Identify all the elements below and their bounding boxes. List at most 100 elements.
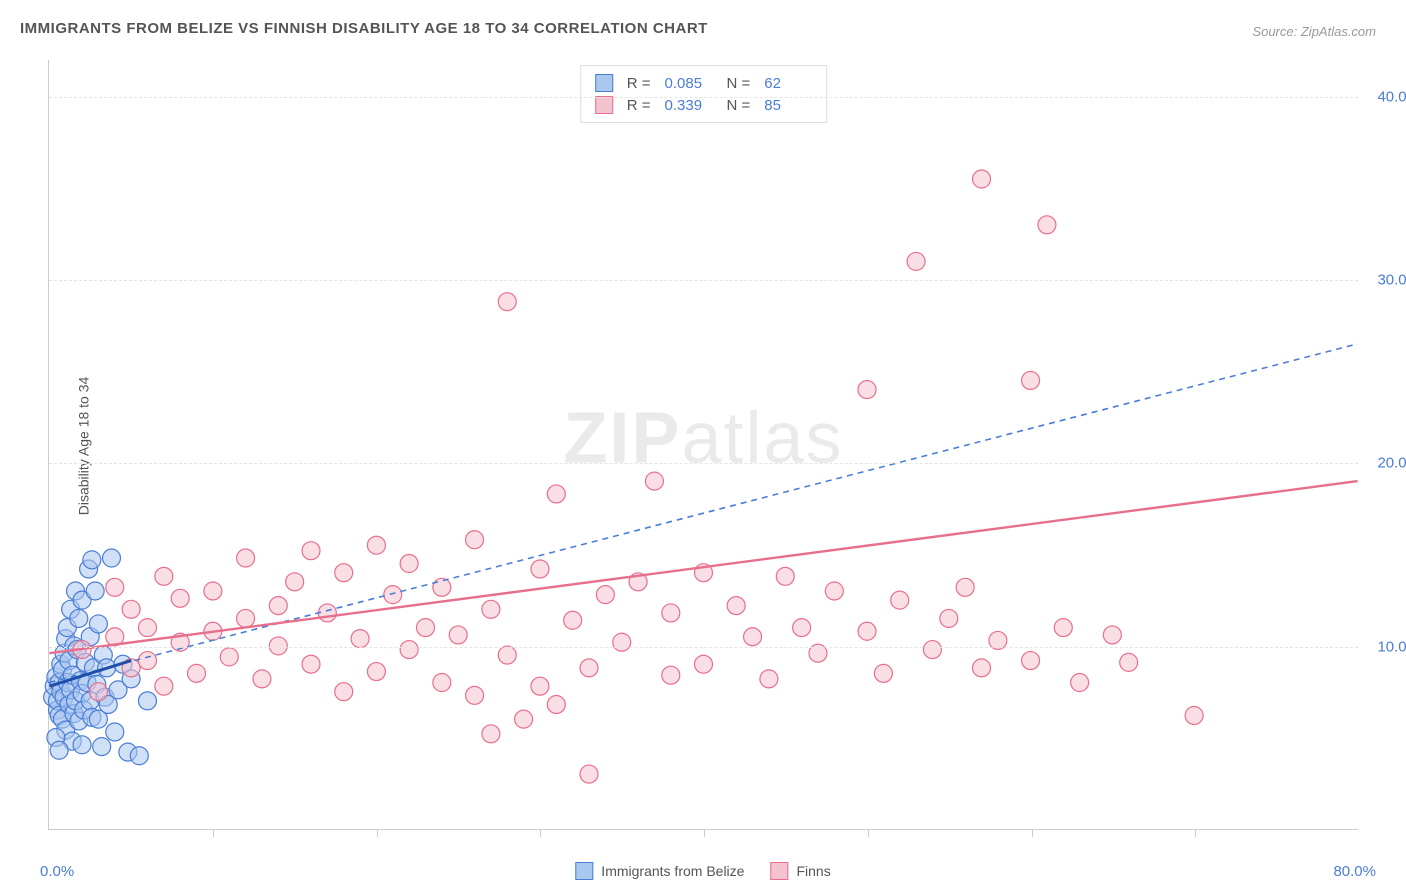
data-point [155,567,173,585]
data-point [776,567,794,585]
correlation-chart: IMMIGRANTS FROM BELIZE VS FINNISH DISABI… [0,0,1406,892]
grid-line [49,280,1358,281]
data-point [89,615,107,633]
data-point [973,170,991,188]
x-tick [1032,829,1033,837]
source-name: ZipAtlas.com [1301,24,1376,39]
data-point [547,696,565,714]
scatter-svg [49,60,1358,829]
x-tick [1195,829,1196,837]
trend-line [49,344,1357,683]
data-point [335,564,353,582]
data-point [138,652,156,670]
data-point [237,549,255,567]
data-point [86,582,104,600]
data-point [449,626,467,644]
data-point [662,666,680,684]
data-point [1120,653,1138,671]
data-point [302,655,320,673]
data-point [482,600,500,618]
data-point [73,736,91,754]
data-point [416,619,434,637]
data-point [564,611,582,629]
data-point [384,586,402,604]
x-axis-max-label: 80.0% [1333,863,1376,880]
data-point [760,670,778,688]
data-point [106,723,124,741]
data-point [858,622,876,640]
data-point [874,664,892,682]
data-point [367,663,385,681]
data-point [103,549,121,567]
chart-title: IMMIGRANTS FROM BELIZE VS FINNISH DISABI… [20,20,708,37]
data-point [269,597,287,615]
data-point [50,741,68,759]
legend-swatch-icon [770,862,788,880]
data-point [286,573,304,591]
data-point [171,589,189,607]
data-point [498,646,516,664]
data-point [580,659,598,677]
data-point [433,578,451,596]
legend-swatch-icon [575,862,593,880]
data-point [351,630,369,648]
data-point [204,582,222,600]
data-point [138,692,156,710]
y-tick-label: 30.0% [1377,272,1406,289]
data-point [466,686,484,704]
x-tick [540,829,541,837]
data-point [367,536,385,554]
data-point [695,655,713,673]
data-point [155,677,173,695]
data-point [596,586,614,604]
x-tick [704,829,705,837]
data-point [923,641,941,659]
data-point [580,765,598,783]
data-point [122,600,140,618]
source-label: Source: [1252,24,1297,39]
x-tick [213,829,214,837]
data-point [1022,652,1040,670]
data-point [93,738,111,756]
data-point [433,674,451,692]
data-point [907,252,925,270]
grid-line [49,647,1358,648]
data-point [220,648,238,666]
data-point [547,485,565,503]
grid-line [49,463,1358,464]
x-axis-min-label: 0.0% [40,863,74,880]
data-point [1054,619,1072,637]
source-attribution: Source: ZipAtlas.com [1252,24,1376,39]
data-point [253,670,271,688]
data-point [1022,371,1040,389]
legend-label: Immigrants from Belize [601,863,744,879]
data-point [498,293,516,311]
data-point [400,641,418,659]
data-point [237,609,255,627]
data-point [956,578,974,596]
data-point [188,664,206,682]
legend-item: Finns [770,862,830,880]
grid-line [49,97,1358,98]
data-point [1038,216,1056,234]
data-point [70,609,88,627]
data-point [400,555,418,573]
data-point [858,381,876,399]
data-point [335,683,353,701]
data-point [662,604,680,622]
data-point [1103,626,1121,644]
y-tick-label: 40.0% [1377,88,1406,105]
data-point [793,619,811,637]
data-point [645,472,663,490]
data-point [106,578,124,596]
y-tick-label: 20.0% [1377,455,1406,472]
data-point [531,677,549,695]
data-point [825,582,843,600]
data-point [302,542,320,560]
data-point [515,710,533,728]
legend-item: Immigrants from Belize [575,862,744,880]
data-point [613,633,631,651]
data-point [744,628,762,646]
data-point [973,659,991,677]
x-tick [868,829,869,837]
